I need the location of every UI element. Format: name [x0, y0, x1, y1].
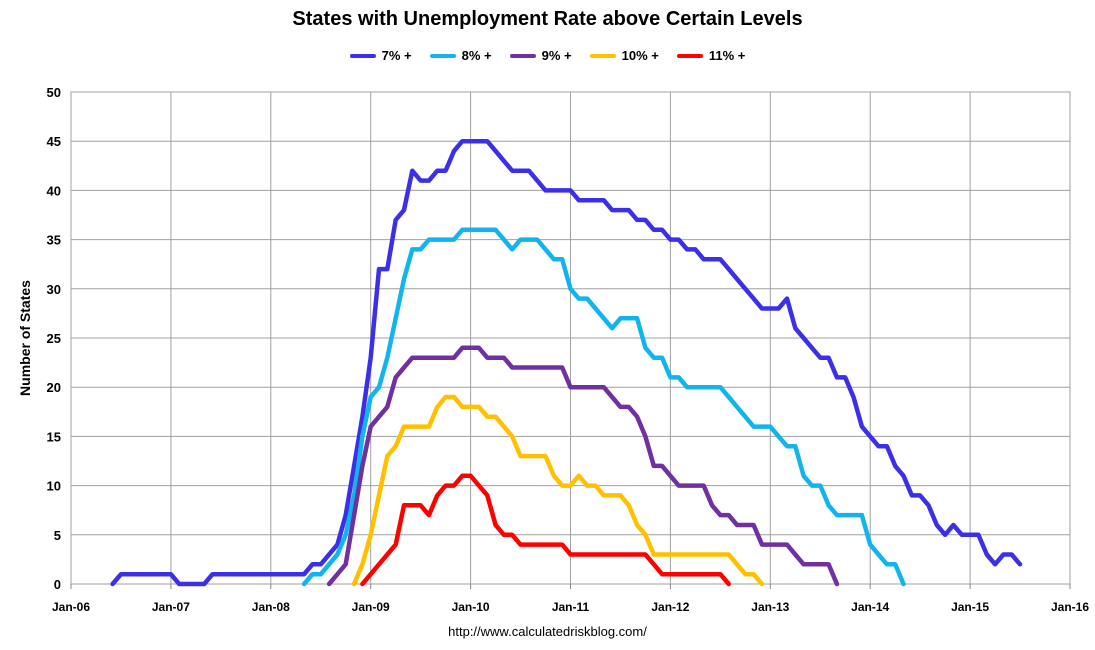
x-tick-label: Jan-13: [751, 600, 789, 614]
legend-item: 7% +: [349, 48, 412, 63]
series-line: [326, 345, 840, 587]
legend-label: 10% +: [621, 48, 659, 63]
legend-item: 11% +: [676, 48, 746, 63]
legend: 7% + 8% + 9% + 10% + 11% +: [0, 48, 1095, 63]
legend-label: 11% +: [708, 48, 746, 63]
x-tick-label: Jan-14: [851, 600, 889, 614]
y-tick-label: 35: [47, 233, 61, 248]
legend-item: 9% +: [509, 48, 572, 63]
x-tick-label: Jan-10: [452, 600, 490, 614]
legend-swatch: [349, 53, 376, 58]
x-tick-label: Jan-08: [252, 600, 290, 614]
y-tick-label: 5: [54, 528, 61, 543]
x-tick-label: Jan-09: [352, 600, 390, 614]
x-tick-label: Jan-07: [152, 600, 190, 614]
chart-title: States with Unemployment Rate above Cert…: [292, 8, 803, 30]
y-tick-label: 25: [47, 331, 61, 346]
x-tick-label: Jan-15: [951, 600, 989, 614]
series-line: [301, 227, 906, 587]
y-tick-label: 0: [54, 577, 61, 592]
y-tick-label: 10: [47, 479, 61, 494]
legend-item: 10% +: [589, 48, 659, 63]
series-line: [351, 394, 765, 587]
legend-swatch: [589, 53, 616, 58]
legend-label: 9% +: [541, 48, 572, 63]
x-tick-label: Jan-11: [552, 600, 590, 614]
x-tick-label: Jan-06: [52, 600, 90, 614]
legend-item: 8% +: [429, 48, 492, 63]
legend-swatch: [509, 53, 536, 58]
y-tick-label: 50: [47, 85, 61, 100]
y-axis-label: Number of States: [17, 280, 33, 396]
y-tick-label: 15: [47, 429, 61, 444]
legend-label: 8% +: [461, 48, 492, 63]
x-tick-label: Jan-16: [1051, 600, 1089, 614]
legend-swatch: [676, 53, 703, 58]
y-tick-label: 45: [47, 134, 61, 149]
legend-label: 7% +: [381, 48, 412, 63]
legend-swatch: [429, 53, 456, 58]
series-line: [360, 473, 731, 587]
y-tick-label: 40: [47, 183, 61, 198]
y-tick-label: 30: [47, 282, 61, 297]
source-url[interactable]: http://www.calculatedriskblog.com/: [448, 624, 647, 639]
series-line: [110, 138, 1023, 587]
y-tick-label: 20: [47, 380, 61, 395]
x-tick-label: Jan-12: [651, 600, 689, 614]
